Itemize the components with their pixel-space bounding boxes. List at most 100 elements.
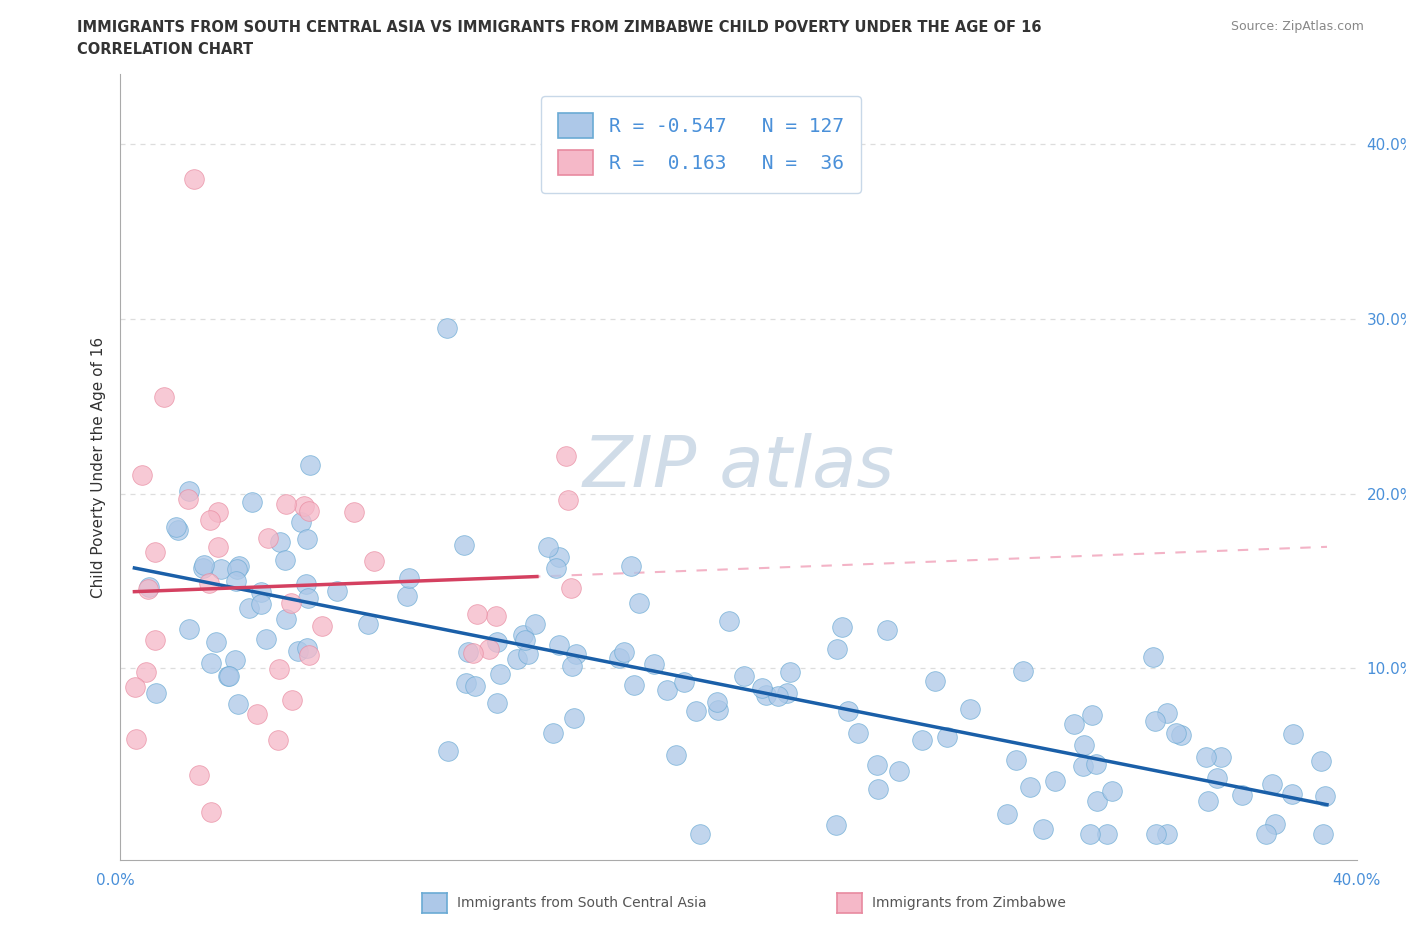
Point xyxy=(825,817,848,832)
Point xyxy=(837,703,859,718)
Point xyxy=(363,553,385,568)
Point xyxy=(143,545,166,560)
Point xyxy=(911,732,934,747)
Point xyxy=(544,561,567,576)
Point xyxy=(846,725,869,740)
Point xyxy=(250,585,273,600)
Point xyxy=(224,653,246,668)
Point xyxy=(655,683,678,698)
Point xyxy=(290,514,312,529)
Point xyxy=(464,678,486,693)
Point xyxy=(218,669,240,684)
Point xyxy=(463,645,485,660)
Point xyxy=(454,676,477,691)
Point xyxy=(287,644,309,658)
Point xyxy=(959,701,981,716)
Point xyxy=(467,606,489,621)
Point xyxy=(326,583,349,598)
Point xyxy=(183,172,205,187)
Point xyxy=(620,559,643,574)
Point xyxy=(484,608,506,623)
Point xyxy=(1005,752,1028,767)
Point xyxy=(267,661,290,676)
Point xyxy=(555,449,578,464)
Point xyxy=(1071,758,1094,773)
Point xyxy=(689,827,711,842)
Point xyxy=(177,484,200,498)
Point xyxy=(825,642,848,657)
Point xyxy=(311,618,333,633)
Point xyxy=(1144,713,1167,728)
Point xyxy=(205,634,228,649)
Point xyxy=(766,688,789,703)
Point xyxy=(143,632,166,647)
Point xyxy=(269,535,291,550)
Point xyxy=(1230,787,1253,802)
Point xyxy=(512,628,534,643)
Point xyxy=(506,651,529,666)
Point xyxy=(274,552,297,567)
Point xyxy=(267,732,290,747)
Point xyxy=(524,617,547,631)
Point xyxy=(876,622,898,637)
Point xyxy=(276,497,298,512)
Point xyxy=(250,596,273,611)
Point xyxy=(200,656,222,671)
Point xyxy=(198,512,221,527)
Point xyxy=(866,758,889,773)
Point xyxy=(226,697,249,711)
Point xyxy=(1081,707,1104,722)
Point xyxy=(1195,750,1218,764)
Point xyxy=(1156,706,1178,721)
Text: 0.0%: 0.0% xyxy=(96,873,135,888)
Point xyxy=(1012,664,1035,679)
Point xyxy=(398,571,420,586)
Point xyxy=(228,558,250,573)
Point xyxy=(995,806,1018,821)
Y-axis label: Child Poverty Under the Age of 16: Child Poverty Under the Age of 16 xyxy=(90,337,105,598)
Point xyxy=(457,644,479,659)
Point xyxy=(707,702,730,717)
Point xyxy=(254,631,277,646)
Point xyxy=(548,637,571,652)
Point xyxy=(165,520,187,535)
Text: 40.0%: 40.0% xyxy=(1333,873,1381,888)
Point xyxy=(225,574,247,589)
Text: IMMIGRANTS FROM SOUTH CENTRAL ASIA VS IMMIGRANTS FROM ZIMBABWE CHILD POVERTY UND: IMMIGRANTS FROM SOUTH CENTRAL ASIA VS IM… xyxy=(77,20,1042,35)
Point xyxy=(513,632,536,647)
Point xyxy=(1063,717,1085,732)
Point xyxy=(198,575,221,590)
Point xyxy=(274,612,297,627)
Point xyxy=(1032,822,1054,837)
Point xyxy=(868,782,890,797)
Point xyxy=(298,504,321,519)
Point xyxy=(1261,777,1284,791)
Point xyxy=(280,595,302,610)
Point xyxy=(1084,756,1107,771)
Point xyxy=(685,703,707,718)
Point xyxy=(489,666,512,681)
Point xyxy=(779,664,801,679)
Point xyxy=(1019,779,1042,794)
Text: Immigrants from South Central Asia: Immigrants from South Central Asia xyxy=(457,896,707,910)
Legend: R = -0.547   N = 127, R =  0.163   N =  36: R = -0.547 N = 127, R = 0.163 N = 36 xyxy=(541,96,862,193)
Point xyxy=(776,685,799,700)
Point xyxy=(1264,817,1286,832)
Point xyxy=(1142,649,1164,664)
Point xyxy=(207,539,229,554)
Point xyxy=(207,504,229,519)
Point xyxy=(935,730,957,745)
Point xyxy=(200,805,222,820)
Point xyxy=(557,493,579,508)
Point xyxy=(295,532,318,547)
Point xyxy=(486,634,509,649)
Point xyxy=(1144,827,1167,842)
Point xyxy=(1205,770,1227,785)
Point xyxy=(733,669,755,684)
Point xyxy=(226,561,249,576)
Point xyxy=(485,696,508,711)
Point xyxy=(191,561,214,576)
Point xyxy=(145,685,167,700)
Point xyxy=(706,695,728,710)
Point xyxy=(281,692,304,707)
